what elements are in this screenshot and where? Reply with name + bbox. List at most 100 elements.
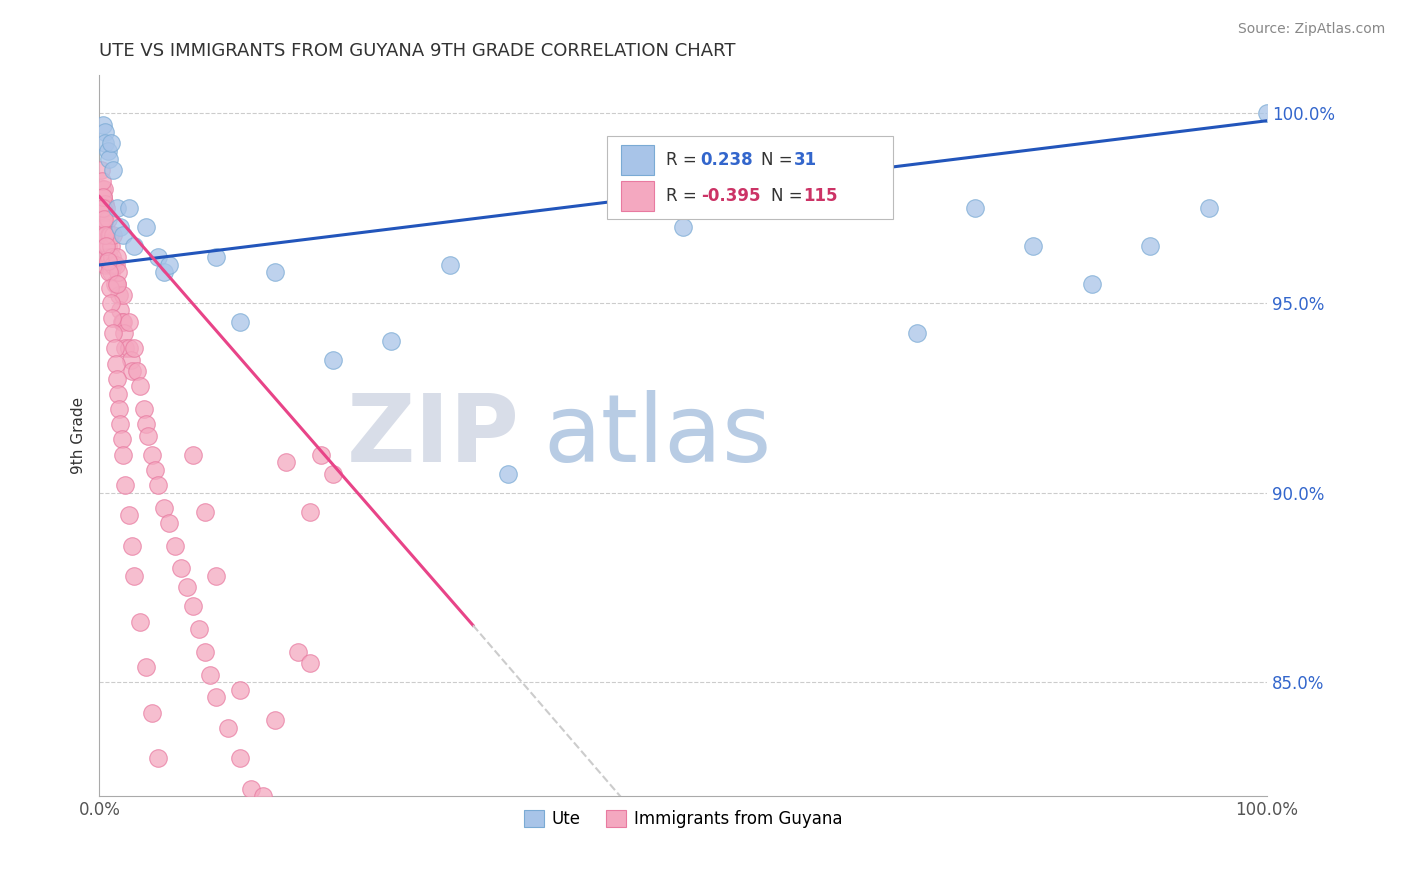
Point (94, 219, 117, 234)
Text: -0.395: -0.395 (700, 187, 761, 205)
Point (117, 315, 139, 329)
Point (135, 417, 157, 432)
Point (103, 163, 125, 178)
Point (146, 250, 169, 264)
Point (205, 250, 228, 264)
Point (97, 254, 120, 268)
Point (94, 227, 117, 242)
Point (103, 258, 125, 272)
Point (94, 197, 117, 211)
Point (124, 569, 146, 583)
Point (298, 504, 321, 518)
Point (145, 463, 167, 477)
Point (111, 227, 134, 242)
Point (104, 357, 127, 371)
Point (103, 227, 125, 242)
Point (193, 504, 215, 518)
Point (97, 265, 120, 279)
Point (91, 189, 114, 203)
Point (107, 265, 129, 279)
Point (121, 364, 143, 378)
Point (100, 239, 122, 253)
Y-axis label: 9th Grade: 9th Grade (72, 397, 86, 475)
Point (205, 690, 228, 705)
Point (228, 315, 250, 329)
Point (672, 219, 695, 234)
Point (146, 751, 169, 765)
Point (110, 315, 132, 329)
Point (138, 428, 160, 442)
Point (114, 342, 136, 356)
Point (159, 516, 181, 530)
Point (94, 136, 117, 151)
Point (96, 239, 118, 253)
Point (276, 865, 298, 880)
Point (125, 364, 148, 378)
Point (263, 713, 285, 727)
Point (105, 277, 128, 291)
Point (108, 402, 131, 417)
Point (135, 660, 157, 674)
Point (100, 296, 122, 310)
Point (1081, 277, 1104, 291)
Point (963, 201, 986, 215)
Point (98, 258, 121, 272)
Point (108, 288, 131, 302)
Point (90, 212, 112, 227)
Point (121, 539, 143, 553)
Point (1256, 106, 1278, 120)
Point (90, 182, 112, 196)
Point (193, 645, 215, 659)
Point (111, 315, 134, 329)
Point (90, 174, 112, 188)
Point (97, 152, 120, 166)
Point (263, 265, 285, 279)
Point (90, 201, 112, 215)
Point (187, 622, 209, 636)
FancyBboxPatch shape (621, 145, 654, 175)
Point (141, 448, 163, 462)
Point (200, 667, 222, 681)
Point (170, 561, 193, 575)
Point (103, 326, 125, 341)
Point (96, 201, 118, 215)
Point (112, 326, 135, 341)
Point (181, 448, 204, 462)
Point (110, 219, 132, 234)
Point (132, 402, 155, 417)
Point (96, 227, 118, 242)
Point (110, 303, 132, 318)
Point (117, 508, 139, 523)
Point (107, 387, 129, 401)
Text: R =: R = (665, 151, 702, 169)
Point (94, 258, 117, 272)
Text: UTE VS IMMIGRANTS FROM GUYANA 9TH GRADE CORRELATION CHART: UTE VS IMMIGRANTS FROM GUYANA 9TH GRADE … (100, 42, 735, 60)
Point (322, 467, 344, 481)
Point (165, 539, 187, 553)
Point (380, 334, 402, 348)
Point (124, 342, 146, 356)
Text: Source: ZipAtlas.com: Source: ZipAtlas.com (1237, 22, 1385, 37)
Text: N =: N = (770, 187, 807, 205)
Point (97, 144, 120, 158)
Text: 0.238: 0.238 (700, 151, 754, 169)
Point (159, 258, 181, 272)
Point (120, 352, 142, 367)
Point (117, 342, 139, 356)
Point (93, 182, 115, 196)
Text: R =: R = (665, 187, 702, 205)
Point (228, 751, 250, 765)
Point (135, 219, 157, 234)
Point (217, 721, 239, 735)
Point (141, 706, 163, 720)
Point (110, 433, 132, 447)
Point (152, 265, 174, 279)
Point (110, 417, 132, 432)
Point (1022, 239, 1045, 253)
Text: atlas: atlas (543, 390, 772, 482)
Point (93, 204, 115, 219)
Point (111, 288, 134, 302)
Point (152, 500, 174, 515)
Point (1139, 239, 1161, 253)
Point (91, 201, 114, 215)
